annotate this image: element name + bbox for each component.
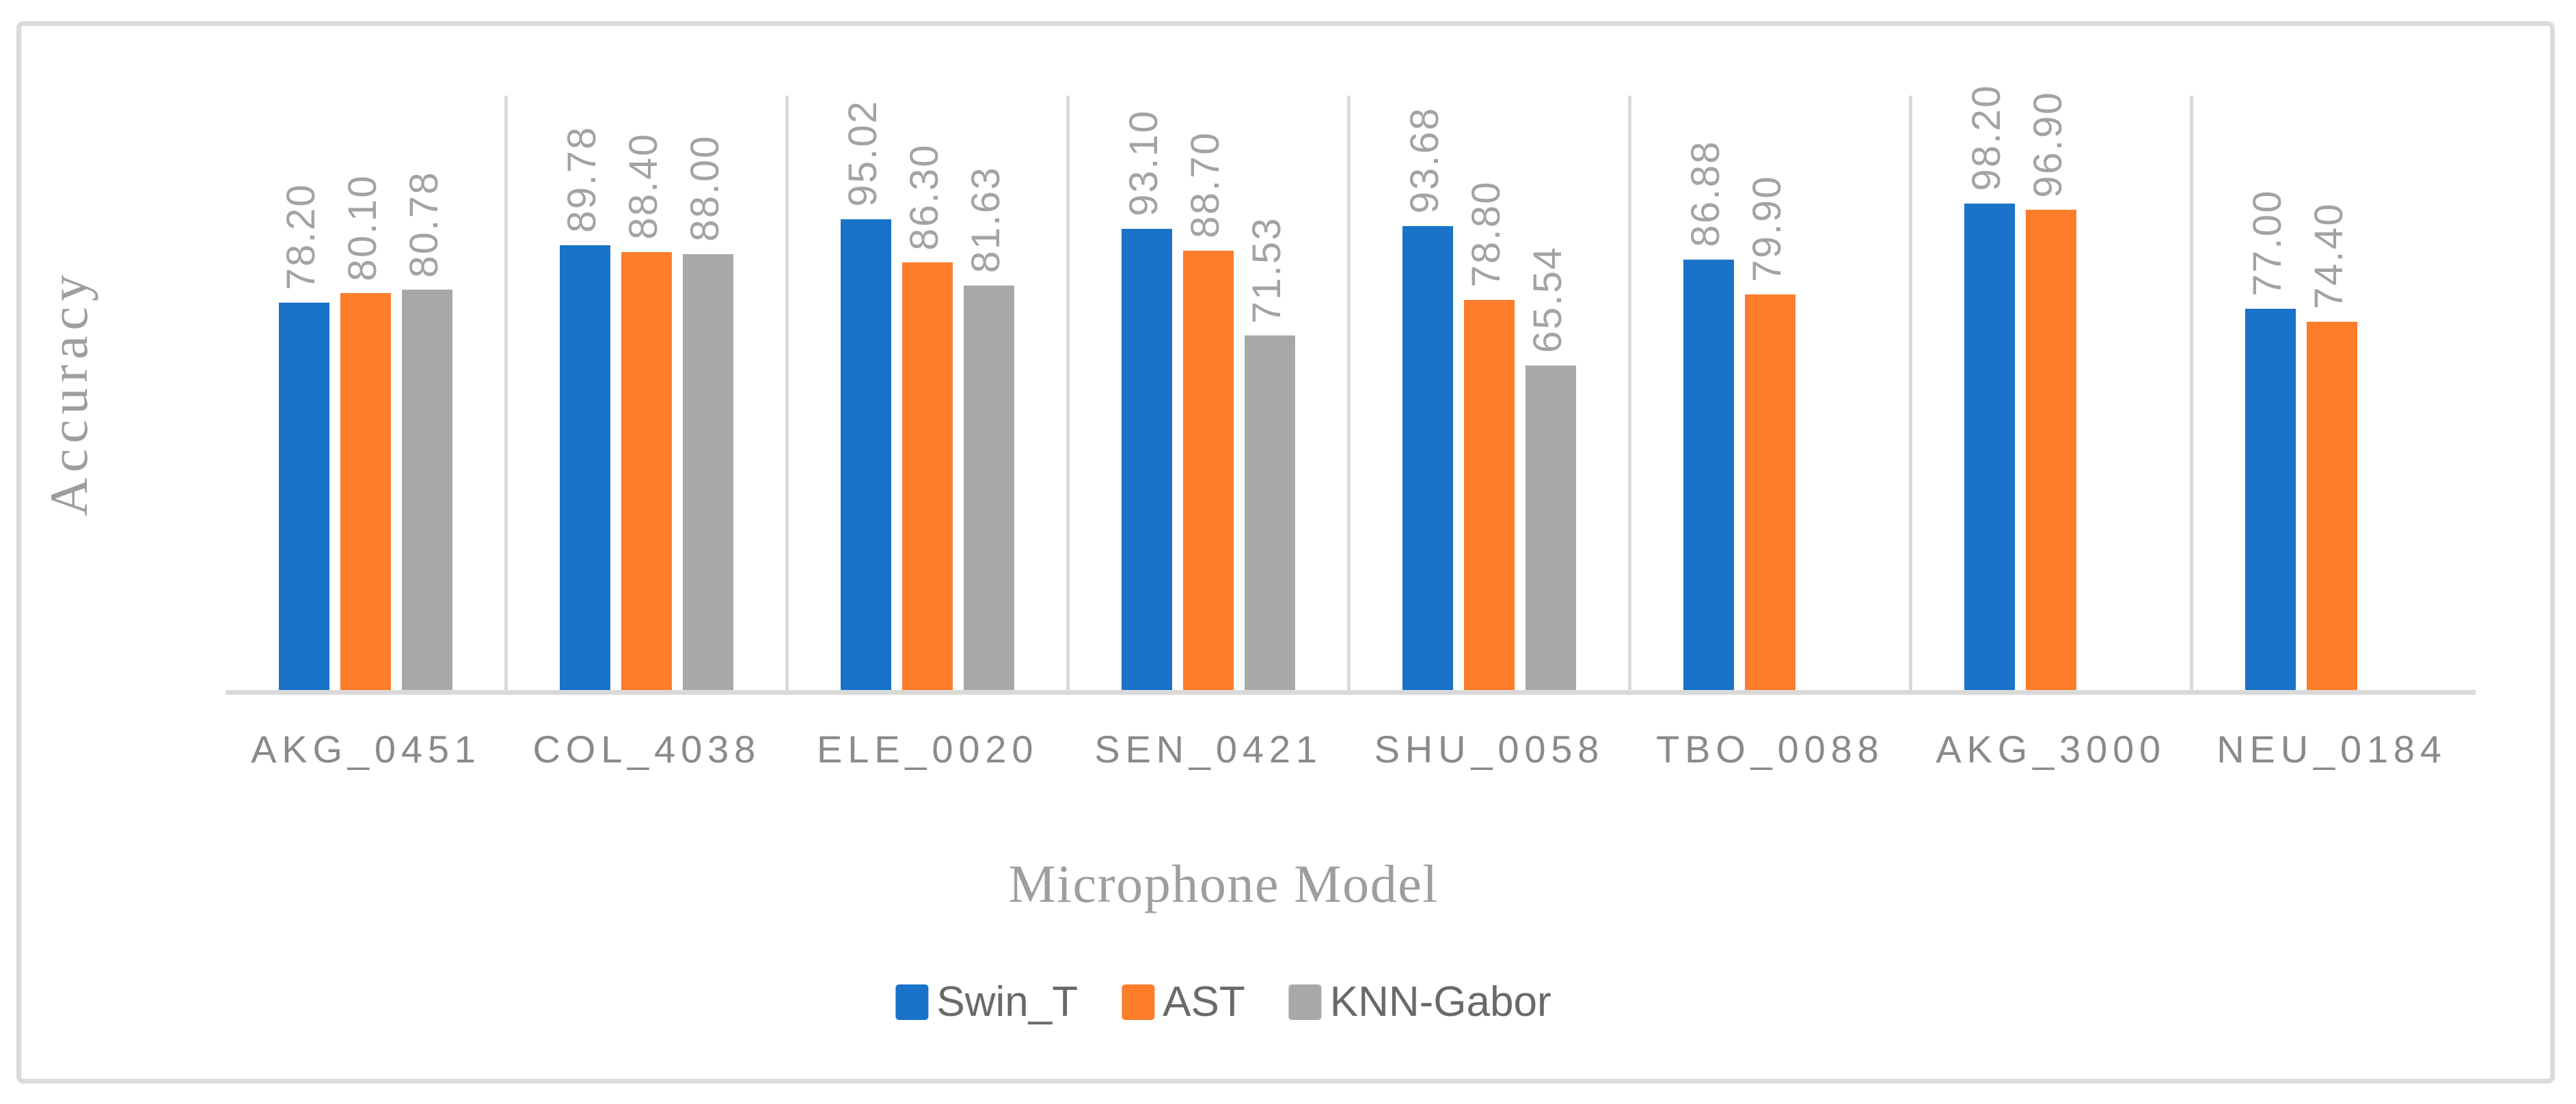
bar-ast-shu_0058 — [1463, 299, 1515, 690]
x-tick-label-akg_3000: AKG_3000 — [1936, 728, 2167, 771]
data-label: 88.70 — [1183, 131, 1228, 238]
data-label: 86.88 — [1683, 140, 1728, 248]
data-label: 88.00 — [683, 135, 728, 242]
y-axis-title: Accuracy — [39, 269, 98, 516]
legend-item-knn-gabor: KNN-Gabor — [1288, 978, 1551, 1025]
legend-item-swin-t: Swin_T — [895, 981, 1078, 1023]
x-tick-label-shu_0058: SHU_0058 — [1374, 728, 1605, 771]
data-label: 86.30 — [902, 143, 947, 251]
data-label: 80.78 — [402, 170, 447, 278]
bar-ast-col_4038 — [621, 252, 673, 690]
data-label: 81.63 — [964, 166, 1009, 274]
data-label: 80.10 — [340, 174, 385, 281]
bar-swin-t-tbo_0088 — [1683, 260, 1734, 690]
data-label: 96.90 — [2025, 90, 2070, 198]
category-gridline — [785, 96, 789, 690]
data-label: 88.40 — [621, 133, 666, 240]
bar-swin-t-shu_0058 — [1402, 225, 1453, 690]
data-label: 71.53 — [1245, 216, 1290, 324]
data-label: 78.80 — [1463, 180, 1508, 288]
plot-area: 78.20 80.10 80.78 89.78 88.40 88.00 95.02 86.30… — [226, 84, 2472, 690]
x-tick-label-tbo_0088: TBO_0088 — [1656, 728, 1884, 771]
category-gridline — [504, 96, 509, 690]
legend-item-ast: AST — [1122, 981, 1245, 1023]
bar-swin-t-col_4038 — [560, 245, 611, 690]
legend-label: AST — [1163, 978, 1245, 1025]
x-axis-title: Microphone Model — [1008, 854, 1439, 913]
category-gridline — [1066, 96, 1070, 690]
legend-swatch-icon — [1122, 984, 1155, 1020]
x-tick-label-neu_0184: NEU_0184 — [2216, 728, 2447, 771]
bar-knn-gabor-akg_0451 — [402, 290, 453, 690]
x-axis-labels: AKG_0451 COL_4038 ELE_0020 SEN_0421 SHU_0058… — [226, 719, 2472, 780]
bar-knn-gabor-col_4038 — [683, 254, 734, 690]
x-tick-label-ele_0020: ELE_0020 — [817, 728, 1039, 771]
data-label: 95.02 — [841, 100, 886, 208]
data-label: 78.20 — [279, 183, 324, 291]
bar-ast-tbo_0088 — [1744, 294, 1795, 690]
category-gridline — [2189, 96, 2193, 690]
category-gridline — [1347, 96, 1351, 690]
data-label: 89.78 — [560, 126, 605, 234]
bar-knn-gabor-sen_0421 — [1245, 335, 1296, 690]
category-gridline — [1908, 96, 1912, 690]
x-tick-label-akg_0451: AKG_0451 — [251, 728, 481, 771]
bar-knn-gabor-ele_0020 — [964, 286, 1015, 690]
bar-ast-akg_0451 — [340, 293, 392, 690]
data-label: 79.90 — [1744, 174, 1789, 282]
legend-swatch-icon — [895, 984, 929, 1020]
x-tick-label-sen_0421: SEN_0421 — [1094, 728, 1323, 771]
bar-ast-neu_0184 — [2306, 321, 2357, 690]
legend-swatch-icon — [1288, 984, 1322, 1020]
legend-label: Swin_T — [936, 978, 1079, 1025]
data-label: 74.40 — [2306, 202, 2351, 309]
legend-label: KNN-Gabor — [1329, 978, 1551, 1025]
bar-swin-t-akg_3000 — [1964, 204, 2015, 690]
bar-ast-sen_0421 — [1183, 250, 1234, 690]
bar-swin-t-neu_0184 — [2245, 308, 2296, 690]
data-label: 77.00 — [2245, 189, 2290, 296]
x-axis-line — [226, 690, 2476, 695]
bar-swin-t-sen_0421 — [1122, 229, 1173, 690]
data-label: 93.68 — [1402, 107, 1447, 214]
data-label: 65.54 — [1525, 246, 1570, 353]
category-gridline — [1627, 96, 1631, 690]
bar-knn-gabor-shu_0058 — [1525, 365, 1576, 690]
legend: Swin_T AST KNN-Gabor — [895, 981, 1551, 1023]
bar-swin-t-ele_0020 — [841, 219, 892, 690]
data-label: 93.10 — [1122, 109, 1167, 217]
bar-ast-ele_0020 — [902, 262, 953, 690]
data-label: 98.20 — [1964, 84, 2009, 192]
bar-ast-akg_3000 — [2025, 210, 2076, 690]
x-tick-label-col_4038: COL_4038 — [532, 728, 761, 771]
bar-swin-t-akg_0451 — [279, 303, 330, 690]
